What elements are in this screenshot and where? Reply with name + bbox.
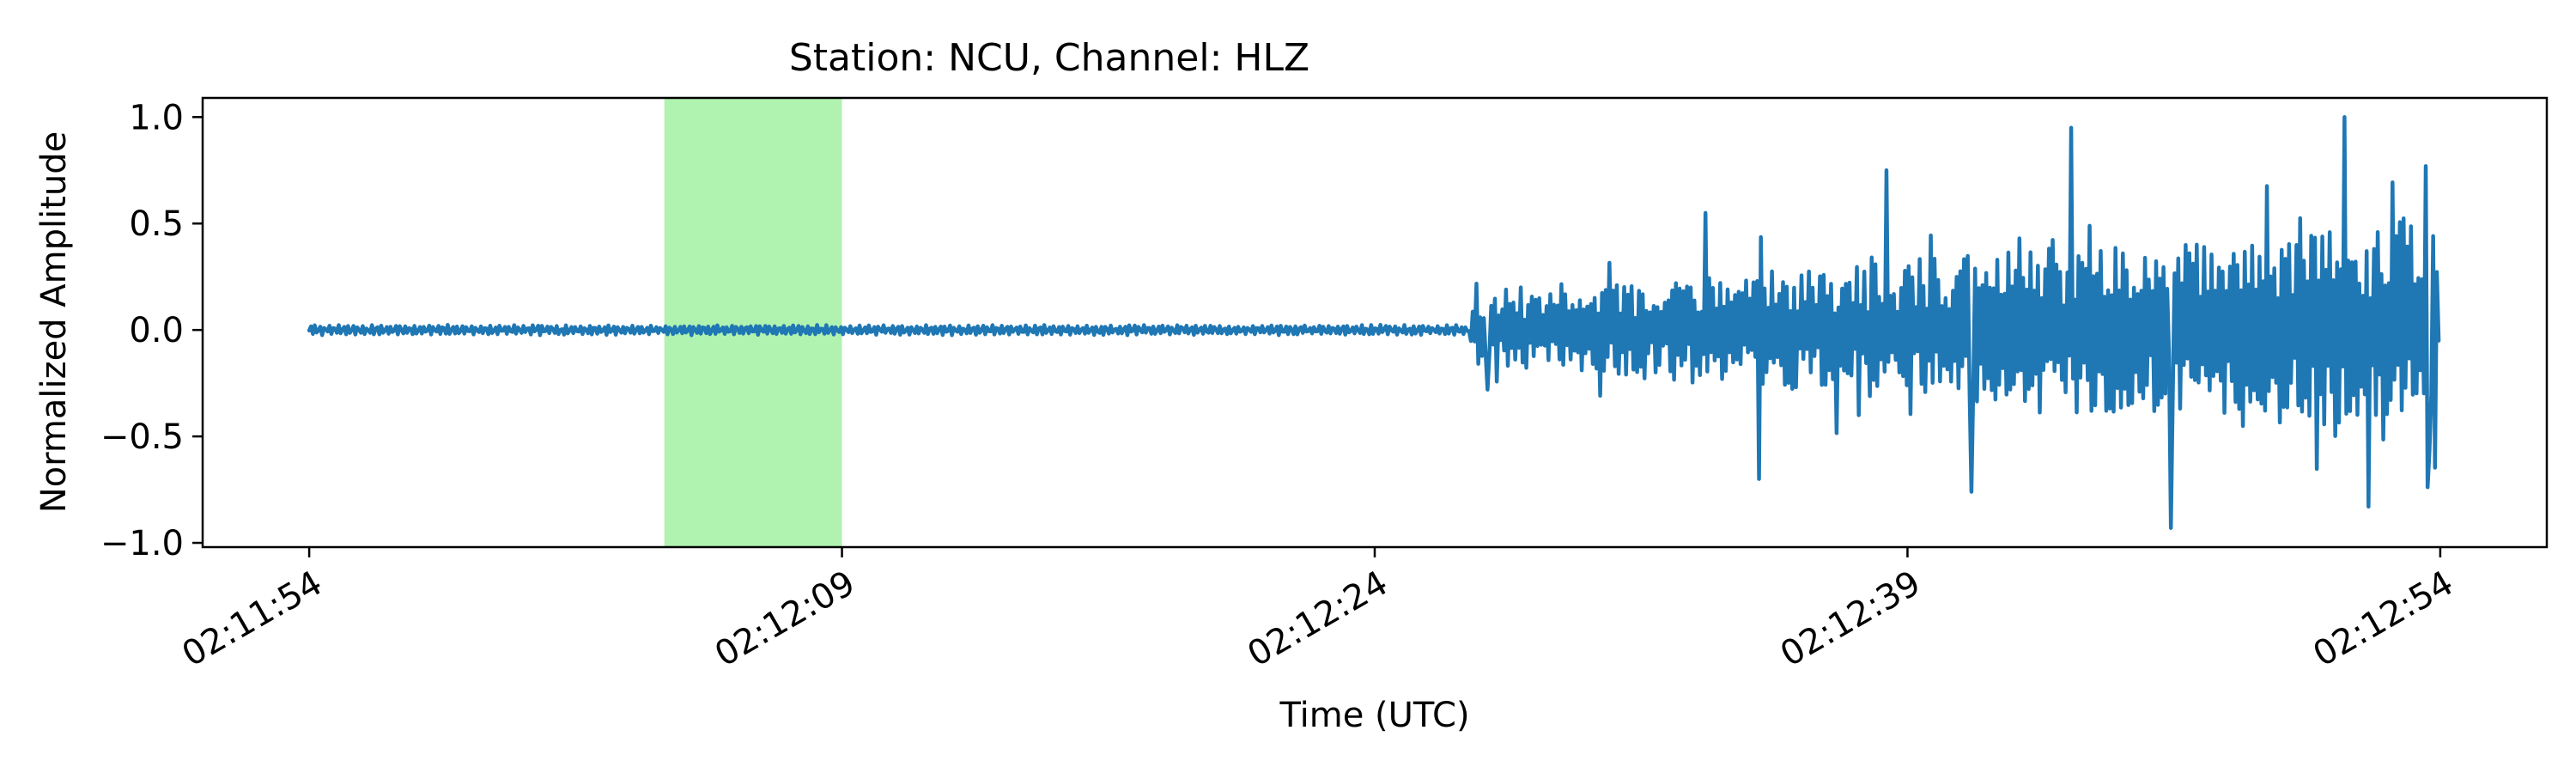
chart-title: Station: NCU, Channel: HLZ <box>789 36 1309 80</box>
y-axis-label: Normalized Amplitude <box>34 131 74 514</box>
x-tick-label: 02:12:24 <box>1241 563 1394 675</box>
highlight-window <box>664 98 842 547</box>
y-tick-label: 0.5 <box>129 204 184 244</box>
y-tick-label: −1.0 <box>100 524 184 563</box>
y-tick-label: 0.0 <box>129 311 184 350</box>
x-tick-label: 02:12:09 <box>708 563 862 675</box>
x-tick-label: 02:12:39 <box>1774 563 1928 675</box>
seismogram-trace <box>307 115 2441 530</box>
x-tick-label: 02:12:54 <box>2306 563 2460 675</box>
y-tick-label: −0.5 <box>100 417 184 457</box>
x-axis-label: Time (UTC) <box>1279 696 1469 735</box>
x-axis: 02:11:54 02:12:09 02:12:24 02:12:39 02:12:54 <box>176 547 2460 674</box>
y-axis: 1.0 0.5 0.0 −0.5 −1.0 <box>100 98 203 563</box>
trace-layer <box>307 115 2441 530</box>
x-tick-label: 02:11:54 <box>176 563 330 675</box>
y-tick-label: 1.0 <box>129 98 184 137</box>
